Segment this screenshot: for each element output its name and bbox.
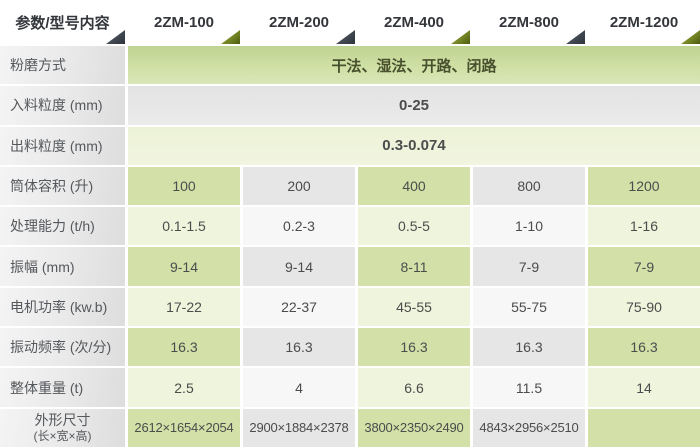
- value-cell: 1-10: [473, 207, 585, 246]
- header-label: 2ZM-200: [268, 13, 330, 31]
- value-cell: 55-75: [473, 287, 585, 327]
- header-label: 2ZM-100: [153, 13, 215, 31]
- corner-triangle-green-icon: [681, 30, 700, 44]
- value-cell: 100: [128, 166, 240, 206]
- corner-triangle-green-icon: [221, 30, 240, 44]
- row-label-motor-power: 电机功率 (kw.b): [0, 287, 125, 327]
- value-cell: 9-14: [128, 247, 240, 286]
- corner-triangle-dark-icon: [566, 30, 585, 44]
- header-2zm-100: 2ZM-100: [128, 0, 240, 44]
- value-cell: 2900×1884×2378: [243, 408, 355, 447]
- row-label-feed-size: 入料粒度 (mm): [0, 86, 125, 125]
- header-label: 2ZM-800: [498, 13, 560, 31]
- row-label-vibration-frequency: 振动频率 (次/分): [0, 328, 125, 367]
- value-cell: 2.5: [128, 368, 240, 407]
- header-2zm-200: 2ZM-200: [243, 0, 355, 44]
- value-cell: 7-9: [588, 247, 700, 286]
- value-cell: 16.3: [473, 328, 585, 367]
- value-output-size: 0.3-0.074: [128, 126, 700, 165]
- header-label: 参数/型号内容: [15, 14, 110, 32]
- row-label-cylinder-volume: 筒体容积 (升): [0, 166, 125, 206]
- value-cell: 8-11: [358, 247, 470, 286]
- value-cell: 9-14: [243, 247, 355, 286]
- value-grinding-method: 干法、湿法、开路、闭路: [128, 46, 700, 85]
- value-cell: 800: [473, 166, 585, 206]
- value-cell: 75-90: [588, 287, 700, 327]
- row-label-total-weight: 整体重量 (t): [0, 368, 125, 407]
- row-label-capacity: 处理能力 (t/h): [0, 207, 125, 246]
- value-cell: 0.5-5: [358, 207, 470, 246]
- value-cell: 22-37: [243, 287, 355, 327]
- value-cell: 16.3: [243, 328, 355, 367]
- row-label-amplitude: 振幅 (mm): [0, 247, 125, 286]
- value-cell: 400: [358, 166, 470, 206]
- header-label: 2ZM-400: [383, 13, 445, 31]
- dimensions-label-line2: (长×宽×高): [33, 429, 92, 444]
- header-2zm-400: 2ZM-400: [358, 0, 470, 44]
- value-cell: [588, 408, 700, 447]
- value-cell: 16.3: [358, 328, 470, 367]
- value-cell: 17-22: [128, 287, 240, 327]
- value-cell: 1-16: [588, 207, 700, 246]
- value-cell: 1200: [588, 166, 700, 206]
- value-cell: 45-55: [358, 287, 470, 327]
- value-cell: 16.3: [588, 328, 700, 367]
- value-feed-size: 0-25: [128, 86, 700, 125]
- header-2zm-1200: 2ZM-1200: [588, 0, 700, 44]
- value-cell: 4: [243, 368, 355, 407]
- value-cell: 7-9: [473, 247, 585, 286]
- dimensions-label-line1: 外形尺寸: [34, 411, 91, 428]
- value-cell: 16.3: [128, 328, 240, 367]
- value-cell: 0.1-1.5: [128, 207, 240, 246]
- value-cell: 2612×1654×2054: [128, 408, 240, 447]
- value-cell: 0.2-3: [243, 207, 355, 246]
- value-cell: 6.6: [358, 368, 470, 407]
- value-cell: 14: [588, 368, 700, 407]
- value-cell: 3800×2350×2490: [358, 408, 470, 447]
- row-label-output-size: 出料粒度 (mm): [0, 126, 125, 165]
- corner-triangle-dark-icon: [336, 30, 355, 44]
- value-cell: 200: [243, 166, 355, 206]
- row-label-dimensions: 外形尺寸 (长×宽×高): [0, 408, 125, 447]
- header-2zm-800: 2ZM-800: [473, 0, 585, 44]
- corner-triangle-green-icon: [451, 30, 470, 44]
- value-cell: 11.5: [473, 368, 585, 407]
- value-cell: 4843×2956×2510: [473, 408, 585, 447]
- row-label-grinding-method: 粉磨方式: [0, 46, 125, 85]
- header-params: 参数/型号内容: [0, 0, 125, 44]
- header-label: 2ZM-1200: [609, 13, 679, 31]
